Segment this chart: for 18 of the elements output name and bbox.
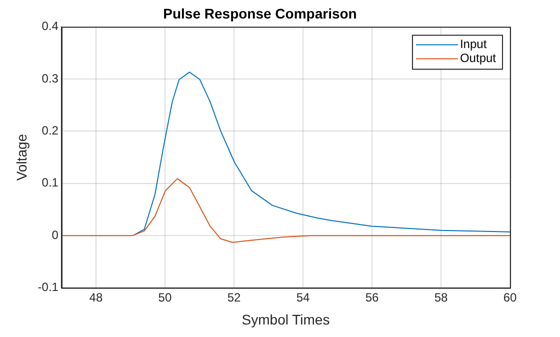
y-tick-label: 0 — [52, 228, 59, 242]
x-tick-label: 56 — [365, 290, 379, 304]
y-tick-label: 0.4 — [42, 19, 59, 34]
legend-label: Output — [460, 51, 497, 66]
x-tick-label: 52 — [227, 290, 241, 304]
chart-title: Pulse Response Comparison — [163, 5, 357, 22]
y-tick-label: -0.1 — [38, 280, 59, 294]
x-tick-label: 50 — [158, 290, 172, 304]
x-tick-label: 54 — [296, 290, 310, 304]
x-axis-title: Symbol Times — [242, 311, 330, 328]
x-tick-label: 60 — [503, 290, 517, 304]
legend-label: Input — [460, 37, 488, 52]
y-tick-label: 0.3 — [42, 71, 59, 86]
x-tick-label: 58 — [434, 290, 448, 304]
y-tick-label: 0.1 — [42, 176, 59, 190]
y-axis-title: Voltage — [13, 134, 30, 181]
x-tick-label: 48 — [89, 290, 103, 304]
y-tick-label: 0.2 — [42, 124, 59, 138]
